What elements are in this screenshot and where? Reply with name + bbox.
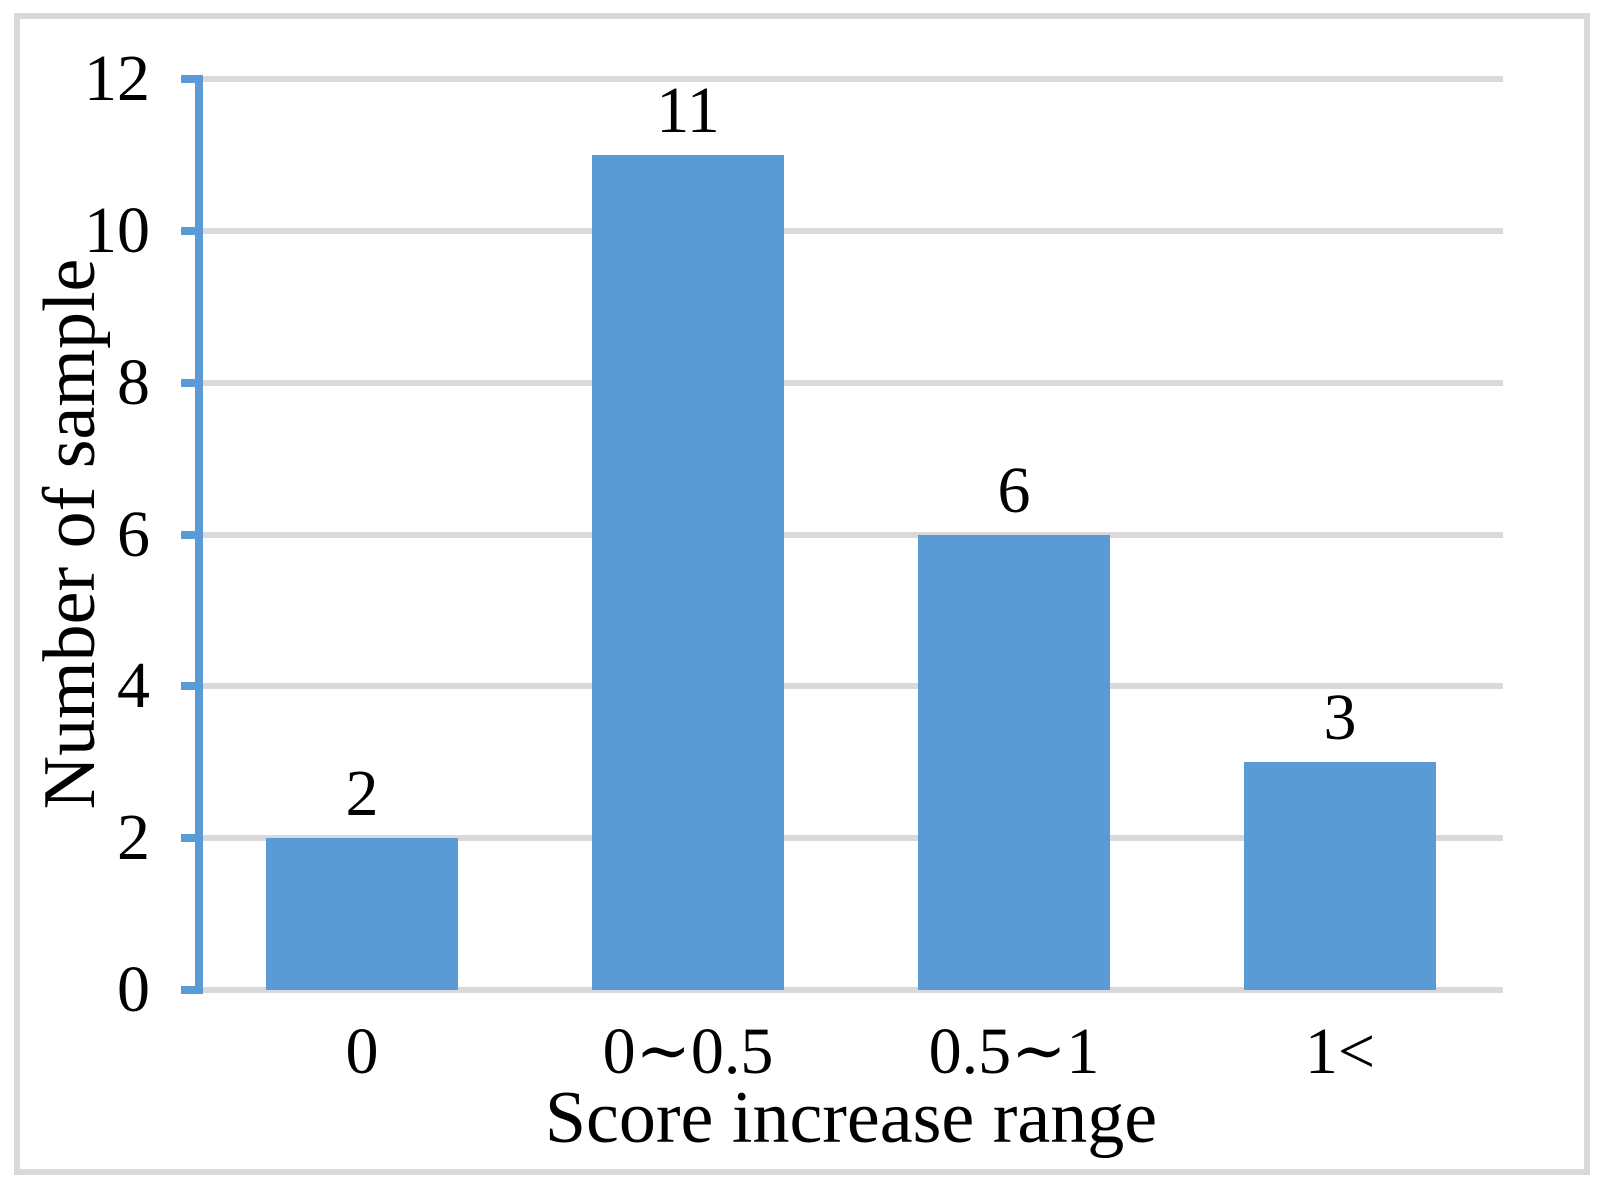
- y-axis-tick: [181, 378, 203, 387]
- bar: [592, 155, 784, 990]
- bar-data-label: 3: [1323, 681, 1357, 754]
- y-tick-label: 0: [117, 953, 150, 1026]
- bar: [266, 838, 458, 990]
- y-axis-tick: [181, 75, 203, 83]
- gridline: [199, 531, 1503, 538]
- x-tick-label: 1<: [1304, 1015, 1376, 1088]
- bar-data-label: 11: [656, 74, 720, 147]
- x-tick-label: 0.5∼1: [928, 1015, 1100, 1088]
- y-axis-tick: [181, 986, 203, 994]
- bar-data-label: 2: [345, 757, 379, 830]
- bar: [918, 535, 1110, 990]
- chart-border: [14, 13, 1590, 1175]
- gridline: [199, 76, 1503, 82]
- y-axis-tick: [181, 682, 203, 691]
- x-tick-label: 0∼0.5: [602, 1015, 774, 1088]
- y-axis-tick: [181, 834, 203, 843]
- gridline: [199, 683, 1503, 690]
- bar: [1244, 762, 1436, 990]
- x-axis-title: Score increase range: [544, 1077, 1158, 1159]
- gridline: [199, 987, 1503, 993]
- y-axis-line: [195, 75, 203, 994]
- gridline: [199, 835, 1503, 842]
- y-tick-label: 8: [117, 345, 150, 419]
- gridline: [199, 379, 1503, 386]
- y-tick-label: 6: [117, 497, 150, 571]
- y-axis-tick: [181, 530, 203, 539]
- y-tick-label: 10: [84, 193, 150, 267]
- y-axis-tick: [181, 226, 203, 235]
- y-tick-label: 4: [117, 649, 150, 723]
- x-tick-label: 0: [345, 1015, 379, 1088]
- y-tick-label: 12: [84, 42, 150, 115]
- y-axis-title: Number of sample: [29, 258, 111, 810]
- y-tick-label: 2: [117, 801, 150, 875]
- bar-data-label: 6: [997, 454, 1031, 527]
- gridline: [199, 227, 1503, 234]
